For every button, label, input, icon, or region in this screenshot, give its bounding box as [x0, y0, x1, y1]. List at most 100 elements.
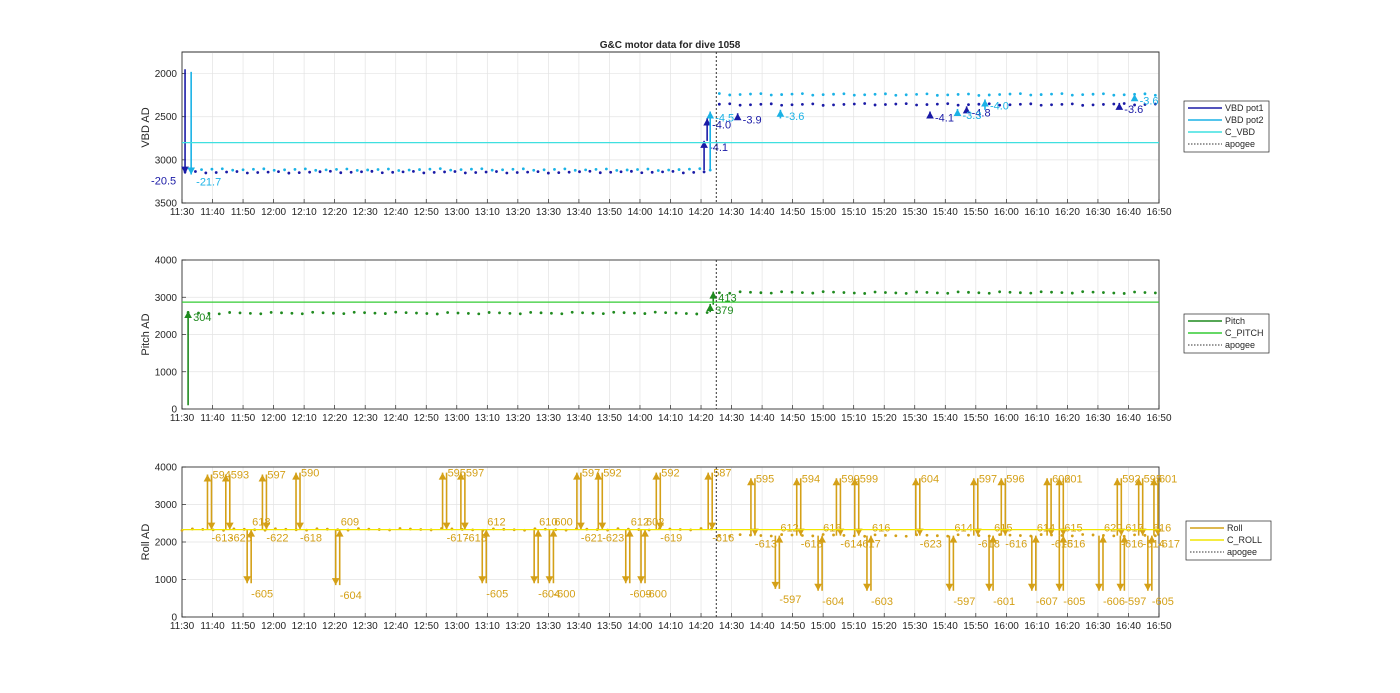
x-tick-label: 16:50: [1146, 621, 1171, 632]
series-point: [443, 170, 446, 174]
series-point: [1102, 92, 1105, 96]
series-point: [800, 92, 804, 96]
series-point: [328, 169, 332, 173]
series-point: [293, 167, 297, 171]
roll-down-label: -617: [447, 533, 469, 545]
series-point: [633, 311, 636, 315]
roll-up-label: 593: [231, 470, 249, 482]
panel-pitch: 11:30 11:40 11:50 12:00 12:10 12:20 12:30 12:40…: [140, 256, 1270, 424]
arrow-head: [953, 108, 962, 116]
roll-up-label: 600: [554, 517, 572, 529]
x-tick-label: 16:30: [1085, 621, 1110, 632]
arrow-head: [1047, 528, 1055, 536]
series-point: [653, 310, 657, 314]
series-point: [935, 291, 939, 295]
arrow-head: [1130, 94, 1139, 102]
arrow-head: [867, 535, 875, 543]
x-tick-label: 15:50: [963, 207, 988, 218]
x-tick-label: 12:40: [383, 413, 408, 424]
series-point: [355, 169, 359, 172]
series-point: [550, 311, 553, 315]
series-point: [1143, 92, 1147, 96]
series-point: [780, 290, 784, 294]
series-point: [1102, 103, 1105, 106]
x-tick-label: 13:40: [566, 621, 591, 632]
roll-up-label: 610: [539, 517, 557, 529]
series-point: [894, 291, 898, 295]
roll-up-label: 604: [921, 473, 939, 485]
y-tick-label: 4000: [155, 463, 178, 474]
roll-down-label: -615: [1051, 539, 1073, 551]
series-point: [956, 103, 960, 107]
series-point: [373, 311, 377, 315]
x-tick-label: 14:00: [627, 413, 652, 424]
move-label: -4.0: [990, 100, 1009, 112]
roll-down-label: -617: [859, 539, 881, 551]
arrow-head: [703, 118, 711, 126]
series-point: [946, 291, 950, 295]
series-point: [272, 168, 276, 172]
x-tick-label: 13:30: [536, 207, 561, 218]
x-tick-label: 11:40: [200, 621, 225, 632]
arrow-head: [814, 583, 822, 591]
roll-down-label: -606: [1103, 596, 1125, 608]
series-point: [1039, 290, 1043, 294]
axes-border: [181, 466, 1160, 618]
roll-down-label: -607: [1036, 596, 1058, 608]
roll-down-label: -616: [712, 533, 734, 545]
series-point: [197, 311, 200, 315]
series-point: [303, 167, 307, 171]
arrow-head: [945, 583, 954, 591]
series-point: [705, 311, 709, 314]
x-tick-label: 12:20: [322, 621, 347, 632]
series-point: [884, 103, 887, 106]
roll-up-label: 597: [979, 473, 997, 485]
series-point: [262, 167, 266, 171]
series-point: [415, 311, 418, 315]
roll-down-label: -604: [340, 590, 362, 602]
x-tick-label: 12:30: [353, 413, 378, 424]
series-point: [484, 170, 488, 174]
legend-label: C_PITCH: [1225, 328, 1264, 338]
x-tick-label: 15:30: [902, 621, 927, 632]
series-point: [904, 93, 908, 97]
x-tick-label: 13:30: [536, 621, 561, 632]
series-point: [453, 170, 457, 173]
roll-down-label: -605: [1063, 596, 1085, 608]
arrow-head: [792, 478, 801, 486]
series-point: [570, 310, 574, 314]
series-point: [563, 167, 567, 171]
series-point: [728, 534, 732, 538]
x-tick-label: 16:00: [994, 621, 1019, 632]
x-tick-label: 11:40: [200, 207, 225, 218]
roll-down-label: -604: [538, 588, 560, 600]
roll-down-label: -619: [660, 533, 682, 545]
arrow-head: [1138, 528, 1147, 536]
roll-down-label: -605: [251, 588, 273, 600]
series-point: [498, 311, 501, 315]
series-point: [998, 290, 1002, 294]
roll-up-label: 595: [756, 473, 774, 485]
series-point: [956, 93, 960, 96]
x-tick-label: 14:00: [627, 621, 652, 632]
arrow-head: [969, 478, 978, 486]
series-point: [1070, 534, 1074, 538]
series-point: [1133, 290, 1136, 294]
series-point: [1153, 93, 1157, 97]
move-label: -4.1: [709, 142, 728, 154]
series-point: [204, 171, 208, 175]
series-point: [366, 168, 370, 172]
series-point: [266, 170, 270, 174]
arrow-head: [656, 522, 665, 530]
y-tick-label: 1000: [155, 575, 178, 586]
arrow-head: [1134, 478, 1143, 486]
x-tick-label: 16:20: [1055, 207, 1080, 218]
arrow-head: [637, 576, 645, 584]
series-point: [894, 93, 898, 97]
series-point: [852, 291, 856, 295]
series-point: [1039, 93, 1043, 96]
x-tick-label: 12:10: [292, 621, 317, 632]
arrow-head: [221, 474, 230, 482]
series-point: [1008, 103, 1012, 107]
